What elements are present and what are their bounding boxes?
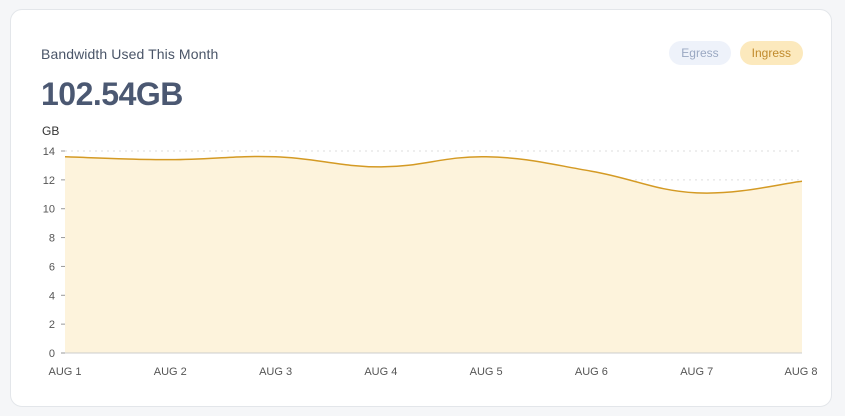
ingress-point-1: [63, 155, 67, 159]
ingress-point-8: [800, 179, 804, 183]
ingress-point-7: [695, 191, 699, 195]
ingress-series-line: [64, 155, 803, 194]
ingress-point-5: [484, 155, 488, 159]
y-tick-label-8: 8: [49, 233, 55, 245]
card-title: Bandwidth Used This Month: [41, 46, 219, 62]
x-tick-label-8: AUG 8: [784, 366, 817, 378]
y-tick-label-2: 2: [49, 319, 55, 331]
x-tick-label-7: AUG 7: [680, 366, 713, 378]
y-tick-label-4: 4: [49, 290, 55, 302]
y-tick-label-12: 12: [43, 175, 55, 187]
ingress-area-fill: [65, 156, 802, 353]
y-axis-label: GB: [42, 124, 59, 138]
y-tick-label-14: 14: [43, 146, 55, 158]
x-tick-label-1: AUG 1: [48, 366, 81, 378]
x-tick-label-3: AUG 3: [259, 366, 292, 378]
chart-legend: Egress Ingress: [669, 41, 803, 65]
ingress-point-2: [168, 158, 172, 162]
x-tick-label-6: AUG 6: [575, 366, 608, 378]
ingress-point-4: [379, 165, 383, 169]
x-tick-label-5: AUG 5: [470, 366, 503, 378]
x-tick-label-2: AUG 2: [154, 366, 187, 378]
y-tick-label-0: 0: [49, 348, 55, 360]
bandwidth-total: 102.54GB: [41, 76, 183, 112]
legend-ingress-toggle[interactable]: Ingress: [739, 41, 803, 65]
ingress-point-3: [274, 155, 278, 159]
y-tick-label-10: 10: [43, 204, 55, 216]
x-tick-label-4: AUG 4: [364, 366, 397, 378]
y-tick-label-6: 6: [49, 261, 55, 273]
ingress-point-6: [589, 169, 593, 173]
legend-egress-toggle[interactable]: Egress: [669, 41, 731, 65]
